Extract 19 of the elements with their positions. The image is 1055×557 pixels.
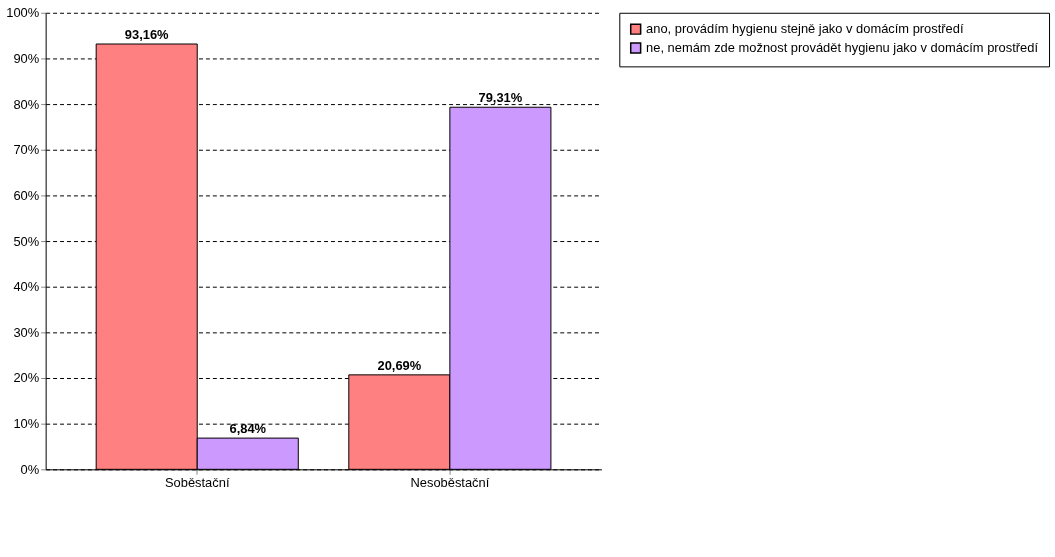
y-tick-label: 60% — [13, 187, 40, 203]
data-label: 79,31% — [478, 90, 523, 106]
y-tick-label: 10% — [13, 416, 40, 432]
legend-label: ano, provádím hygienu stejně jako v domácím prostředí — [646, 21, 964, 37]
y-tick-label: 100% — [6, 5, 40, 21]
x-tick-label: Soběstační — [164, 474, 230, 490]
y-tick-label: 70% — [13, 142, 40, 158]
x-tick-label: Nesoběstační — [410, 474, 490, 490]
y-tick-label: 30% — [13, 324, 40, 340]
y-tick-label: 80% — [13, 96, 40, 112]
y-tick-label: 20% — [13, 370, 40, 386]
y-tick-label: 90% — [13, 50, 40, 66]
y-tick-label: 40% — [13, 279, 40, 295]
data-label: 93,16% — [124, 27, 170, 43]
legend-label: ne, nemám zde možnost provádět hygienu jako v domácím prostředí — [646, 39, 1039, 55]
data-label: 20,69% — [377, 357, 422, 373]
y-tick-label: 50% — [13, 233, 40, 249]
data-label: 6,84% — [229, 421, 267, 437]
y-tick-label: 0% — [20, 461, 40, 477]
